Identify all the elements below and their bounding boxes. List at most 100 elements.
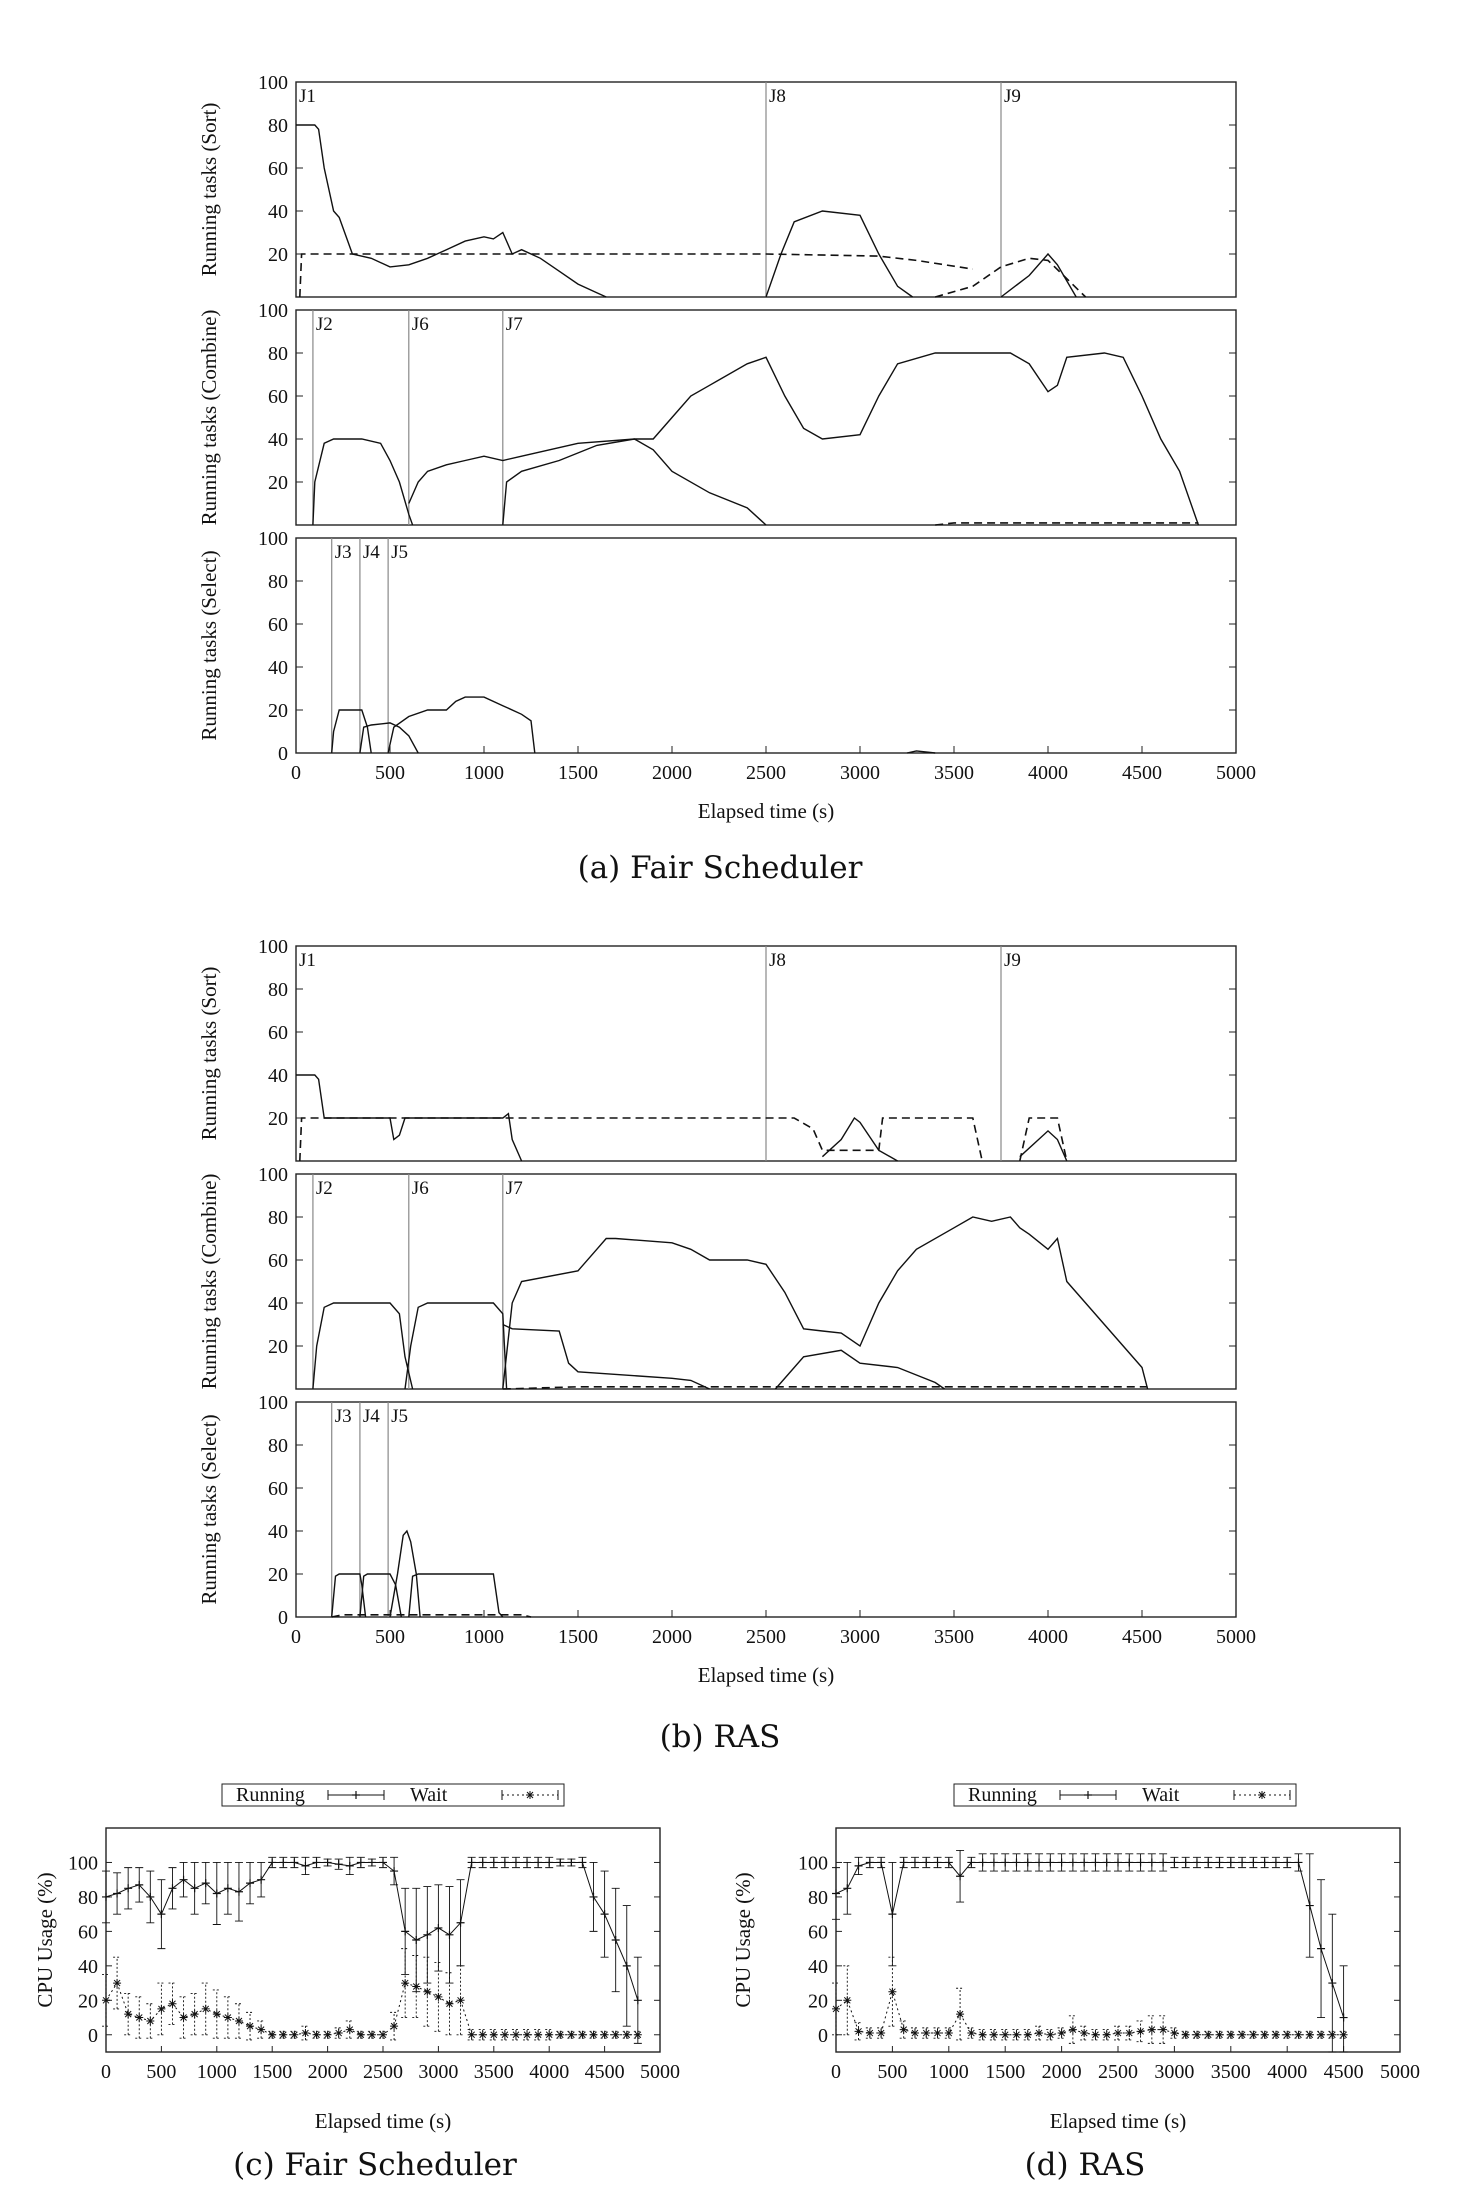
x-axis-label: Elapsed time (s) [1050,2109,1186,2133]
job-marker-label: J2 [316,1178,333,1199]
y-tick-label: 80 [268,115,288,137]
data-point [212,1889,221,1898]
data-point [345,2025,354,2034]
y-tick-label: 60 [268,1250,288,1272]
y-tick-label: 60 [268,386,288,408]
data-point [622,1961,631,1970]
job-marker-label: J1 [299,950,316,971]
data-point [500,2030,509,2039]
data-point [1012,2030,1021,2039]
job-marker-label: J3 [335,1406,352,1427]
data-point [910,2029,919,2038]
data-point [279,1858,288,1867]
x-tick-label: 3000 [840,762,880,784]
data-point [1102,2030,1111,2039]
data-point [212,2010,221,2019]
y-tick-label: 0 [278,1607,288,1629]
data-point [102,1996,110,2005]
data-point [989,1858,998,1867]
x-tick-label: 4000 [1028,1626,1068,1648]
y-axis-label: Running tasks (Select) [197,550,221,740]
x-tick-label: 2000 [308,2061,348,2083]
data-point [201,1879,210,1888]
series-line-2 [765,210,914,298]
series-running [832,1849,1348,2053]
data-point [1249,2030,1258,2039]
data-point [1125,1858,1134,1867]
x-tick-label: 2500 [363,2061,403,2083]
data-point [268,2030,277,2039]
y-tick-label: 60 [268,614,288,636]
data-point [545,2030,554,2039]
data-point [933,2029,942,2038]
y-axis-label: CPU Usage (%) [731,1872,755,2007]
data-point [379,2030,387,2039]
data-point [1046,2030,1055,2039]
y-tick-label: 40 [78,1956,98,1978]
data-point [146,1892,155,1901]
job-marker-label: J7 [506,1178,523,1199]
data-point [1204,2030,1213,2039]
x-tick-label: 2000 [1042,2061,1082,2083]
error-bar [888,1956,897,2027]
error-bar [456,1965,465,2036]
series-line-4 [331,1614,532,1618]
data-point [1125,2029,1134,2038]
legend-swatch-caps [1233,1790,1291,1800]
data-point [223,1884,232,1893]
data-point [1294,2030,1303,2039]
series-line-3 [935,522,1199,526]
data-point [257,2025,266,2034]
data-point [1023,2030,1032,2039]
data-point [1305,2030,1314,2039]
data-point [301,1861,310,1870]
series-line-1 [299,253,973,298]
data-point [1305,1901,1314,1910]
y-tick-label: 80 [268,1435,288,1457]
data-point [633,2030,642,2039]
series-line-0 [331,709,372,754]
data-point [1283,2030,1292,2039]
x-tick-label: 500 [877,2061,907,2083]
error-bar [1114,2025,1122,2041]
job-marker-label: J3 [335,542,352,563]
data-point [135,1880,144,1889]
data-point [500,1858,509,1867]
data-point [279,2030,288,2039]
data-point [1001,1858,1010,1867]
y-tick-label: 80 [268,979,288,1001]
x-tick-label: 3000 [840,1626,880,1648]
data-point [1192,1858,1201,1867]
data-point [312,2030,321,2039]
panel-b-0: 20 40 60 80 100 Running tasks (Sort) J1 J8 J9 [197,936,1237,1162]
x-tick-label: 5000 [640,2061,680,2083]
data-point [956,2010,965,2019]
y-tick-label: 40 [268,1521,288,1543]
data-point [1080,1858,1089,1867]
x-tick-label: 3500 [474,2061,514,2083]
error-bar [401,1948,410,2018]
series-line-4 [1019,1129,1068,1162]
data-point [1136,1858,1145,1867]
data-point [102,1892,110,1901]
data-point [611,2030,620,2039]
caption-a: (a) Fair Scheduler [578,850,863,886]
data-point [589,2030,598,2039]
data-point [1328,1979,1337,1988]
data-point [843,1884,852,1893]
data-point [1260,2030,1269,2039]
series-line-3 [906,750,936,754]
data-point [1271,2030,1280,2039]
data-point [257,1875,266,1884]
x-tick-label: 1500 [558,1626,598,1648]
x-tick-label: 4500 [585,2061,625,2083]
x-tick-label: 4000 [529,2061,569,2083]
job-marker-label: J4 [363,542,380,563]
data-point [1035,2029,1044,2038]
y-tick-label: 60 [268,158,288,180]
data-point [246,2022,255,2031]
data-point [412,1982,421,1991]
job-marker-label: J7 [506,314,523,335]
chart-b: 20 40 60 80 100 Running tasks (Sort) J1 J8 J9 20 4… [197,936,1256,1687]
